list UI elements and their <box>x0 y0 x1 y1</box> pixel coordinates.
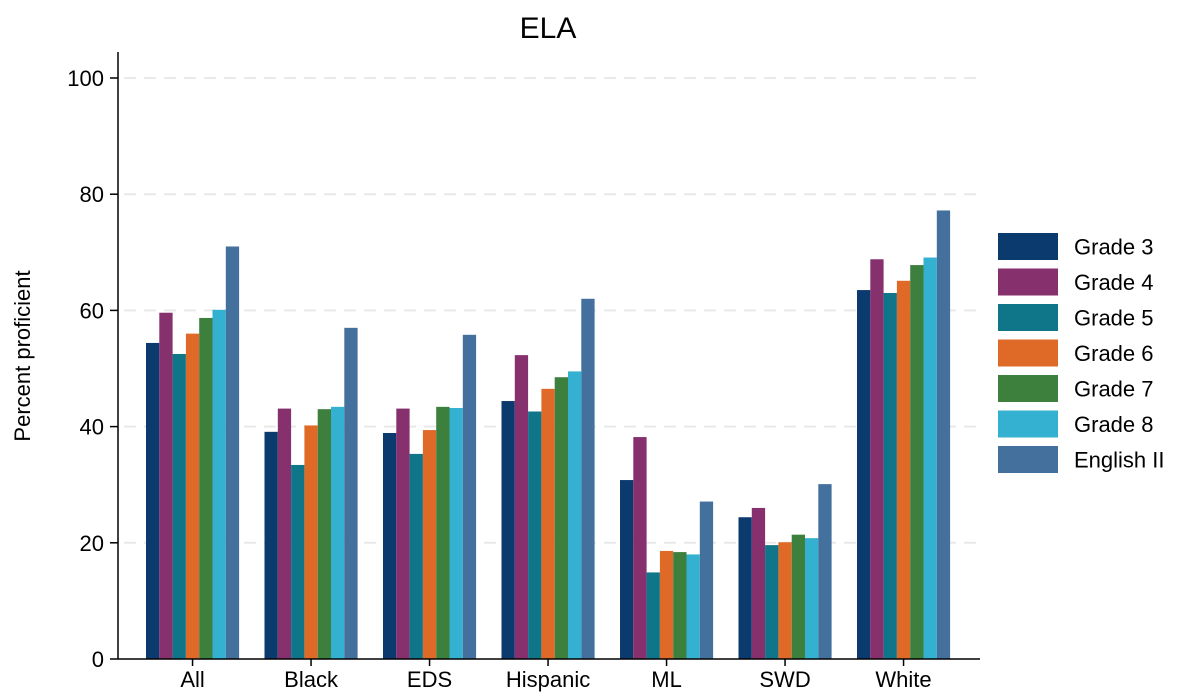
bar <box>396 408 410 659</box>
x-tick-label: ML <box>651 667 682 692</box>
bar <box>501 401 515 659</box>
legend-label: Grade 8 <box>1074 412 1154 437</box>
y-tick-label: 60 <box>80 298 104 323</box>
x-tick-label: EDS <box>407 667 452 692</box>
bar <box>791 534 805 659</box>
bar <box>883 292 897 659</box>
bar <box>896 280 911 659</box>
bar <box>936 210 951 659</box>
y-tick-label: 20 <box>80 531 104 556</box>
bar <box>291 464 305 659</box>
bar <box>264 431 278 659</box>
y-axis-label: Percent proficient <box>10 270 35 441</box>
x-tick-label: All <box>180 667 204 692</box>
y-tick-label: 0 <box>92 647 104 672</box>
legend: Grade 3 Grade 4 Grade 5 Grade 6 Grade 7 Grade… <box>998 233 1165 473</box>
legend-label: Grade 6 <box>1074 341 1154 366</box>
y-tick-label: 100 <box>67 66 104 91</box>
legend-swatch <box>998 304 1058 331</box>
bar <box>581 298 595 659</box>
bar <box>212 309 226 659</box>
bar <box>568 371 582 659</box>
bar <box>199 317 213 659</box>
bar <box>673 552 687 659</box>
bar <box>462 334 477 659</box>
bar <box>436 406 450 659</box>
bar <box>541 388 555 659</box>
bar <box>738 517 752 659</box>
y-tick-label: 80 <box>80 182 104 207</box>
bar <box>699 501 714 659</box>
legend-swatch <box>998 339 1058 367</box>
legend-label: English II <box>1074 448 1165 473</box>
bar <box>422 430 437 659</box>
bar <box>805 538 819 659</box>
legend-swatch <box>998 410 1058 438</box>
x-tick-label: Black <box>284 667 339 692</box>
bar <box>172 353 186 659</box>
bar <box>159 312 173 659</box>
legend-swatch <box>998 375 1058 402</box>
bar <box>686 554 700 659</box>
bar <box>449 408 463 659</box>
legend-label: Grade 7 <box>1074 377 1154 402</box>
bar <box>659 550 674 659</box>
axes: 0 20 40 60 80 100 All Black EDS Hispanic ML SWD Whit… <box>67 52 980 692</box>
y-tick-label: 40 <box>80 415 104 440</box>
bar <box>344 327 358 659</box>
bars <box>146 210 951 660</box>
bar <box>146 342 160 659</box>
x-tick-label: Hispanic <box>506 667 590 692</box>
bar <box>185 333 200 659</box>
bar <box>331 406 345 659</box>
legend-label: Grade 5 <box>1074 306 1154 331</box>
bar <box>554 377 568 659</box>
bar <box>765 545 779 659</box>
legend-label: Grade 3 <box>1074 235 1154 260</box>
legend-label: Grade 4 <box>1074 270 1154 295</box>
chart-title: ELA <box>520 12 577 45</box>
bar <box>857 290 871 659</box>
bar <box>870 259 884 659</box>
bar <box>620 480 634 659</box>
bar <box>818 484 832 659</box>
bar <box>910 265 924 659</box>
bar <box>383 432 397 659</box>
legend-swatch <box>998 268 1058 296</box>
bar <box>514 355 529 659</box>
bar <box>304 425 318 659</box>
bar <box>277 408 292 659</box>
bar <box>751 507 766 659</box>
bar <box>317 409 331 659</box>
x-tick-label: White <box>875 667 931 692</box>
bar <box>923 257 937 659</box>
bar <box>528 411 542 659</box>
bar <box>633 437 647 659</box>
bar <box>778 542 792 659</box>
bar <box>646 572 660 659</box>
x-tick-label: SWD <box>759 667 810 692</box>
bar <box>409 453 423 659</box>
legend-swatch <box>998 446 1058 473</box>
bar <box>225 246 240 660</box>
legend-swatch <box>998 233 1058 260</box>
